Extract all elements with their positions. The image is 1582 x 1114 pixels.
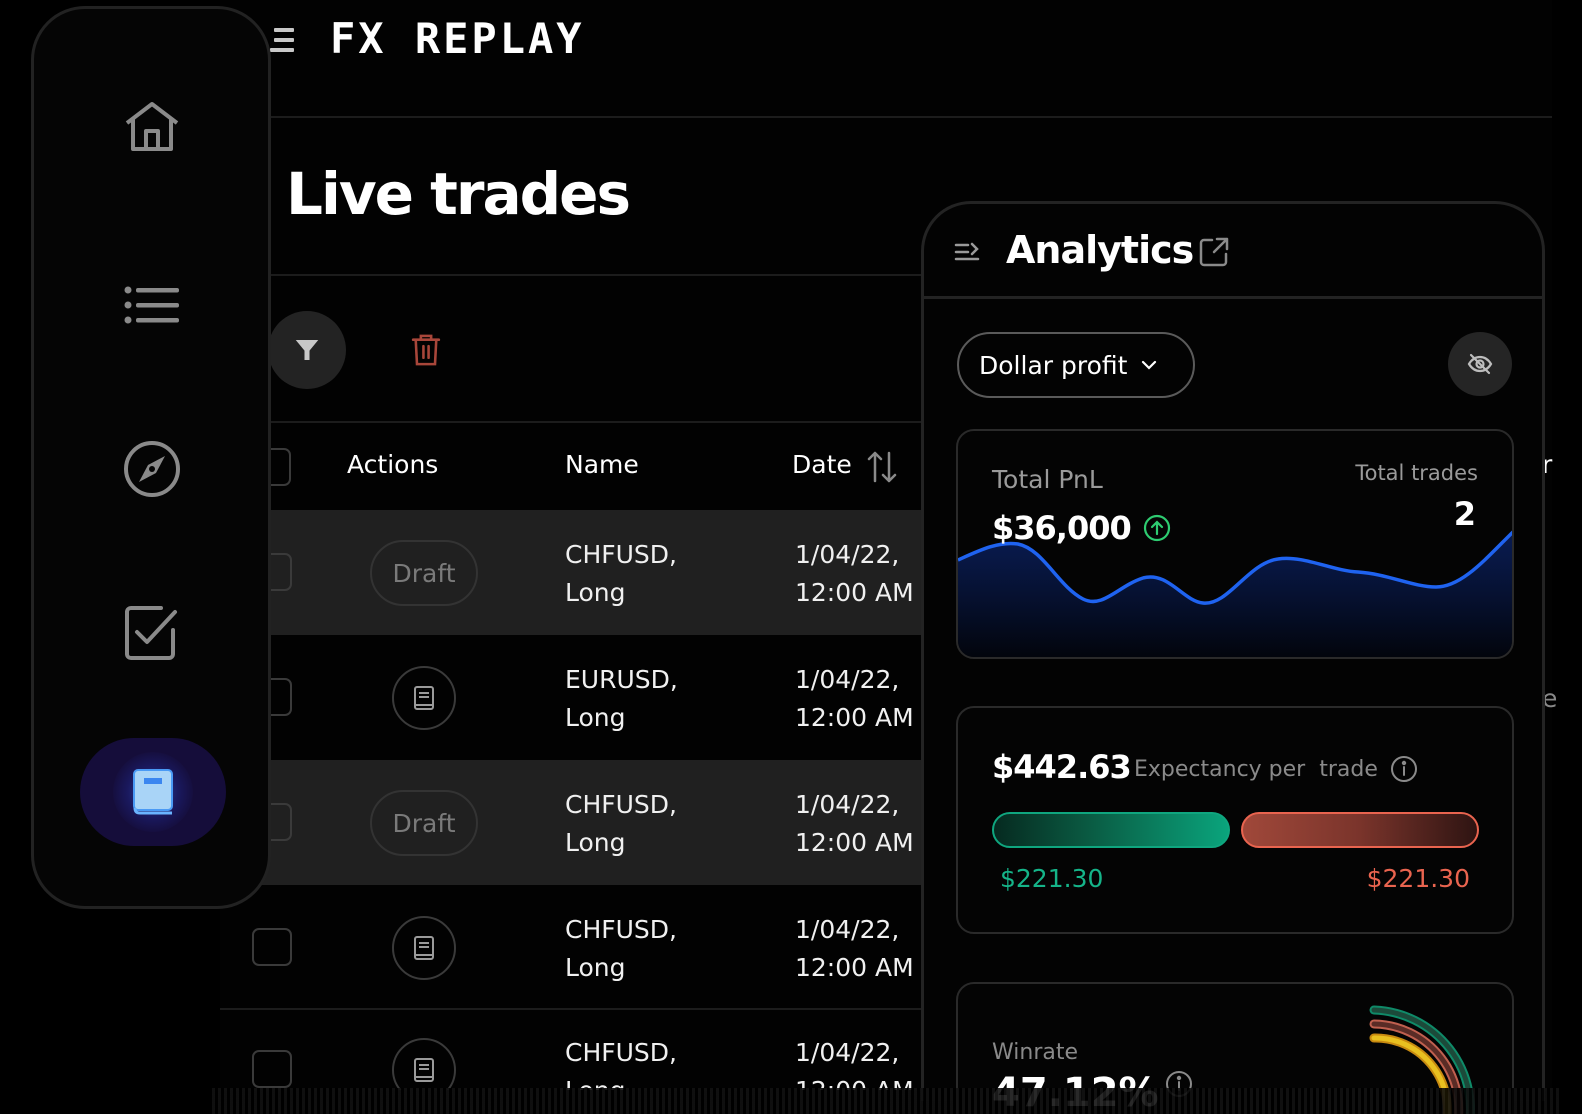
column-header-date[interactable]: Date: [792, 450, 852, 479]
sidebar-item-tasks[interactable]: [122, 603, 182, 663]
right-edge: [1552, 0, 1582, 1090]
trade-date: 1/04/22,12:00 AM: [795, 665, 914, 732]
analytics-title: Analytics: [1006, 228, 1194, 272]
journal-icon: [414, 1058, 434, 1082]
table-row[interactable]: EURUSD, Long 1/04/22, 12:00 AM: [220, 635, 930, 760]
sidebar-item-list[interactable]: [122, 275, 182, 335]
sidebar-item-explore[interactable]: [122, 439, 182, 499]
hide-values-button[interactable]: [1448, 332, 1512, 396]
avg-win-bar: [992, 812, 1230, 848]
row-checkbox[interactable]: [252, 928, 292, 966]
trade-date: 1/04/22,12:00 AM: [795, 790, 914, 857]
total-pnl-value: $36,000: [992, 509, 1171, 547]
table-row[interactable]: CHFUSD,Long 1/04/22,12:00 AM: [220, 885, 930, 1010]
journal-button[interactable]: [392, 666, 456, 730]
hamburger-icon[interactable]: [266, 24, 294, 56]
table-row[interactable]: CHFUSD,Long 1/04/22,12:00 AM: [220, 1010, 930, 1090]
trade-date: 1/04/22,12:00 AM: [795, 1038, 914, 1090]
truncated-header: r: [1542, 450, 1553, 479]
sidebar-item-home[interactable]: [122, 97, 182, 157]
avg-loss-value: $221.30: [1366, 864, 1470, 893]
total-trades-value: 2: [1453, 495, 1476, 533]
expectancy-value: $442.63: [992, 748, 1132, 786]
sidebar-item-journal[interactable]: [80, 738, 226, 846]
divider: [270, 421, 930, 423]
expectancy-card: $442.63 Expectancy per trade $221.30 $22…: [956, 706, 1514, 934]
trade-name: EURUSD, Long: [565, 665, 678, 732]
column-header-actions[interactable]: Actions: [347, 450, 439, 479]
table-row[interactable]: Draft CHFUSD, Long 1/04/22, 12:00 AM: [220, 760, 930, 885]
info-icon[interactable]: [1390, 755, 1418, 783]
delete-button[interactable]: [404, 328, 448, 372]
metric-dropdown[interactable]: Dollar profit: [957, 332, 1195, 398]
column-header-name[interactable]: Name: [565, 450, 639, 479]
trade-name: CHFUSD,Long: [565, 540, 677, 607]
trade-name: CHFUSD,Long: [565, 915, 677, 982]
divider: [924, 296, 1542, 299]
book-icon: [133, 769, 173, 815]
filter-icon: [295, 340, 319, 360]
truncated-cell: e: [1542, 684, 1558, 713]
dropdown-value: Dollar profit: [979, 350, 1128, 380]
total-trades-label: Total trades: [1355, 461, 1478, 485]
eye-off-icon: [1467, 353, 1493, 375]
sidebar: [31, 6, 271, 909]
journal-button[interactable]: [392, 1038, 456, 1090]
analytics-panel: Analytics Dollar profit Total PnL $36,00…: [921, 201, 1545, 1114]
avg-loss-bar: [1241, 812, 1479, 848]
divider: [270, 274, 930, 276]
journal-icon: [414, 936, 434, 960]
divider: [270, 116, 1552, 118]
page-title: Live trades: [286, 160, 631, 228]
avg-win-value: $221.30: [1000, 864, 1104, 893]
home-icon: [125, 102, 179, 151]
journal-button[interactable]: [392, 916, 456, 980]
filter-button[interactable]: [268, 311, 346, 389]
row-checkbox[interactable]: [252, 1050, 292, 1088]
app-logo: FX REPLAY: [330, 14, 585, 63]
chevron-down-icon: [1142, 360, 1157, 370]
trade-name: CHFUSD,Long: [565, 1038, 677, 1090]
bottom-edge: [212, 1088, 1562, 1114]
trade-name: CHFUSD,Long: [565, 790, 677, 857]
draft-badge[interactable]: Draft: [370, 790, 478, 856]
total-pnl-card: Total PnL $36,000 Total trades 2: [956, 429, 1514, 659]
list-icon: [124, 286, 179, 324]
draft-badge[interactable]: Draft: [370, 540, 478, 606]
winrate-label: Winrate: [992, 1040, 1079, 1065]
collapse-panel-icon[interactable]: [954, 241, 980, 263]
pnl-line-chart: [958, 530, 1512, 657]
arrow-up-circle-icon: [1143, 514, 1170, 542]
checkbox-icon: [125, 606, 177, 660]
trash-icon: [411, 334, 441, 366]
external-link-icon[interactable]: [1198, 236, 1230, 268]
compass-icon: [124, 441, 180, 497]
sort-icon[interactable]: [866, 450, 898, 484]
journal-icon: [414, 686, 434, 710]
trade-date: 1/04/22,12:00 AM: [795, 915, 914, 982]
total-pnl-label: Total PnL: [992, 465, 1103, 494]
divider: [220, 1008, 930, 1010]
expectancy-label: Expectancy per trade: [1134, 755, 1418, 783]
table-row[interactable]: Draft CHFUSD, Long 1/04/22, 12:00 AM: [220, 510, 930, 635]
trade-date: 1/04/22,12:00 AM: [795, 540, 914, 607]
